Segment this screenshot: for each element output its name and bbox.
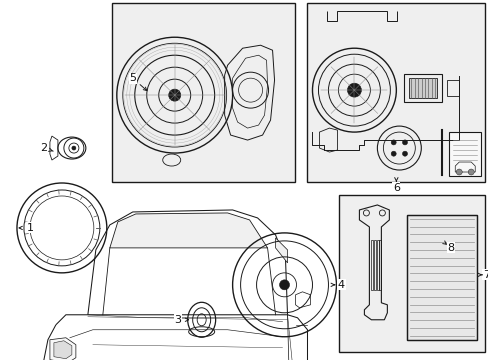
Circle shape xyxy=(72,146,76,150)
Bar xyxy=(339,195,484,352)
Polygon shape xyxy=(110,213,267,248)
Polygon shape xyxy=(56,315,299,355)
Circle shape xyxy=(402,151,407,156)
Circle shape xyxy=(390,140,395,145)
Bar xyxy=(447,80,458,96)
Polygon shape xyxy=(275,238,287,263)
Text: 4: 4 xyxy=(337,280,345,290)
Circle shape xyxy=(455,169,461,175)
Bar xyxy=(370,240,373,290)
Circle shape xyxy=(168,89,181,101)
Bar xyxy=(373,240,375,290)
Bar xyxy=(407,215,476,340)
Circle shape xyxy=(468,169,473,175)
Polygon shape xyxy=(44,325,73,360)
Circle shape xyxy=(346,83,361,97)
Text: 2: 2 xyxy=(41,143,47,153)
Polygon shape xyxy=(88,210,287,315)
Polygon shape xyxy=(54,341,72,359)
Text: 3: 3 xyxy=(174,315,181,325)
Text: 7: 7 xyxy=(482,270,488,280)
Bar xyxy=(307,3,484,182)
Bar xyxy=(404,74,441,102)
Text: 8: 8 xyxy=(447,243,454,253)
Circle shape xyxy=(390,151,395,156)
Text: 1: 1 xyxy=(26,223,33,233)
Bar xyxy=(407,215,476,340)
Polygon shape xyxy=(287,315,307,360)
Circle shape xyxy=(279,280,289,290)
Bar xyxy=(448,132,480,176)
Text: 5: 5 xyxy=(129,73,136,83)
Bar xyxy=(408,78,436,98)
Text: 6: 6 xyxy=(392,183,399,193)
Circle shape xyxy=(402,140,407,145)
Bar xyxy=(376,240,378,290)
Bar xyxy=(379,240,381,290)
Bar xyxy=(112,3,294,182)
Polygon shape xyxy=(50,338,76,360)
